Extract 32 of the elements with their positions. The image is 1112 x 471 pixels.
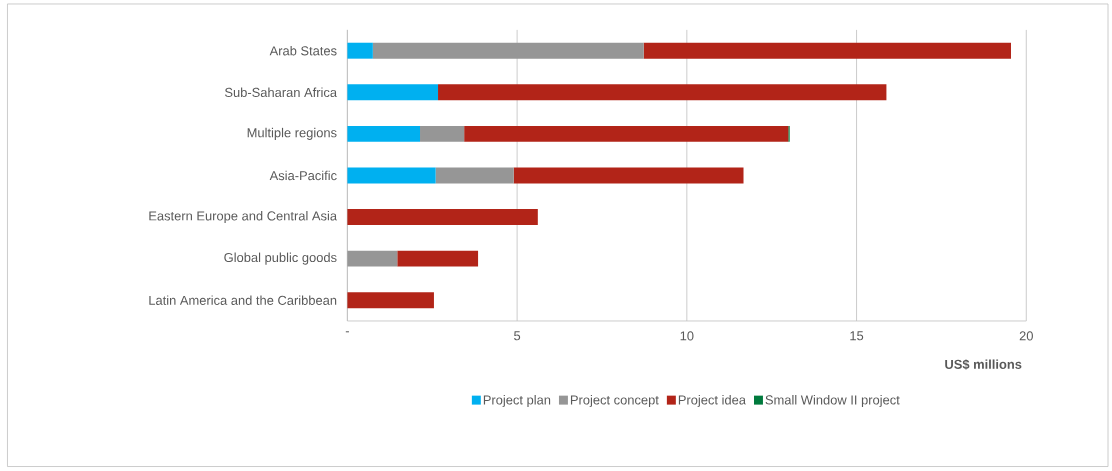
legend-label: Project plan xyxy=(483,395,551,408)
y-tick-label: Eastern Europe and Central Asia xyxy=(149,211,338,224)
x-tick-label: - xyxy=(345,331,349,333)
legend-label: Small Window II project xyxy=(765,395,900,408)
bar xyxy=(513,167,744,184)
x-tick-label: 10 xyxy=(680,331,694,341)
x-axis-title: US$ millions xyxy=(945,359,1022,370)
bar xyxy=(464,126,789,143)
bar xyxy=(347,42,373,59)
y-tick-label: Sub-Saharan Africa xyxy=(224,87,338,98)
bar xyxy=(397,250,479,267)
y-tick-label: Arab States xyxy=(269,46,337,56)
bar xyxy=(643,42,1011,59)
y-tick-label: Latin America and the Caribbean xyxy=(149,295,337,306)
bar xyxy=(420,126,465,143)
bar xyxy=(372,42,644,59)
bar xyxy=(347,250,398,267)
x-tick-label: 15 xyxy=(850,331,864,341)
x-tick-label: 5 xyxy=(514,331,521,341)
bar xyxy=(347,126,421,143)
bar xyxy=(347,84,439,101)
y-tick-label: Multiple regions xyxy=(247,128,337,141)
legend-label: Project concept xyxy=(570,395,659,408)
legend-label: Project idea xyxy=(678,395,746,408)
y-tick-label: Asia-Pacific xyxy=(269,170,337,181)
y-tick-label: Global public goods xyxy=(224,252,337,265)
bar xyxy=(347,209,538,226)
bar xyxy=(347,167,436,184)
bar xyxy=(438,84,887,101)
bar xyxy=(347,292,434,309)
x-tick-label: 20 xyxy=(1019,331,1033,341)
bar xyxy=(435,167,514,184)
